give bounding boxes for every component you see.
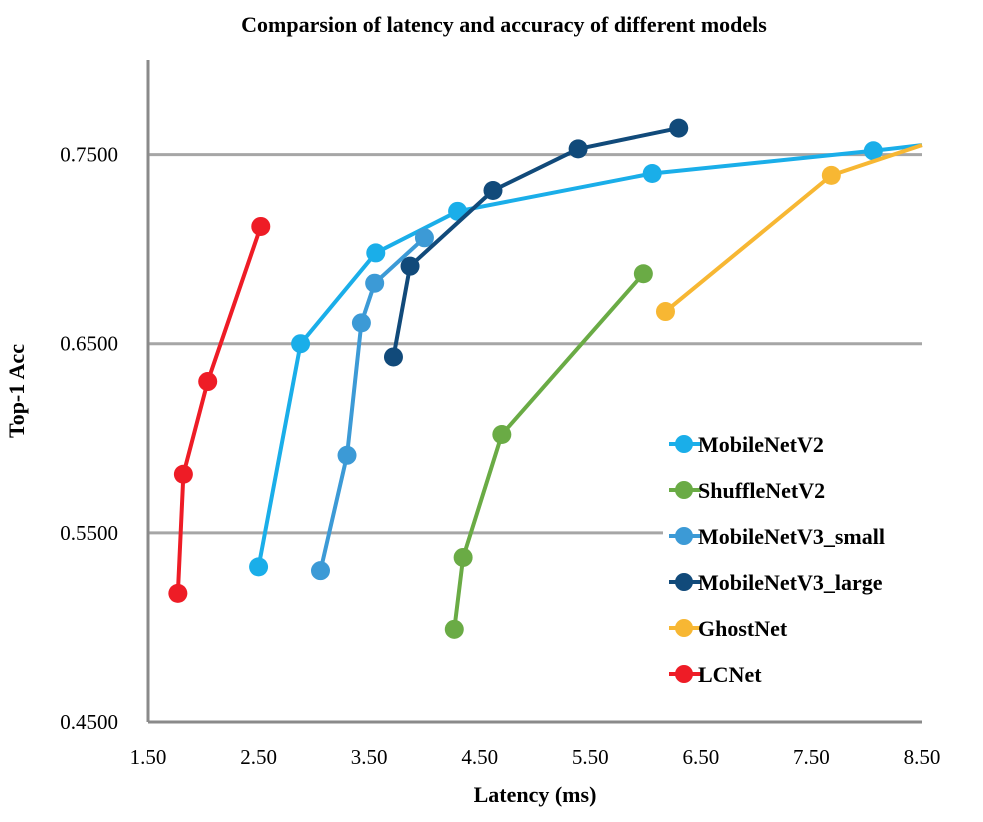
legend-label: MobileNetV3_small [698, 524, 885, 549]
x-tick-label: 2.50 [240, 745, 277, 769]
y-tick-label: 0.6500 [60, 332, 118, 356]
legend-label: LCNet [698, 662, 762, 687]
x-tick-label: 5.50 [572, 745, 609, 769]
y-tick-label: 0.7500 [60, 143, 118, 167]
data-point [249, 557, 269, 577]
legend-marker-icon [675, 573, 693, 591]
legend-item: MobileNetV3_small [669, 524, 885, 549]
data-point [492, 425, 512, 445]
series-mobilenetv3-small [310, 228, 434, 581]
data-point [291, 334, 311, 354]
x-tick-label: 8.50 [904, 745, 941, 769]
y-tick-label: 0.4500 [60, 710, 118, 734]
data-point [168, 583, 188, 603]
y-tick-labels: 0.4500 0.5500 0.6500 0.7500 [60, 143, 118, 734]
data-point [669, 118, 689, 138]
data-point [383, 347, 403, 367]
series-mobilenetv3-large [383, 118, 689, 367]
data-point [337, 445, 357, 465]
legend-label: GhostNet [698, 616, 788, 641]
data-point [642, 163, 662, 183]
data-point [351, 313, 371, 333]
data-point [173, 464, 193, 484]
legend-marker-icon [675, 435, 693, 453]
legend-marker-icon [675, 481, 693, 499]
data-point [453, 547, 473, 567]
legend-label: MobileNetV2 [698, 432, 824, 457]
y-axis-label: Top-1 Acc [4, 344, 29, 438]
data-point [414, 228, 434, 248]
x-tick-label: 3.50 [351, 745, 388, 769]
x-tick-label: 4.50 [461, 745, 498, 769]
legend-item: ShuffleNetV2 [669, 478, 825, 503]
x-tick-label: 1.50 [130, 745, 167, 769]
data-point [568, 139, 588, 159]
legend-marker-icon [675, 527, 693, 545]
legend-label: ShuffleNetV2 [698, 478, 825, 503]
series-layer [168, 118, 923, 639]
data-point [655, 302, 675, 322]
data-point [365, 273, 385, 293]
data-point [400, 256, 420, 276]
legend-label: MobileNetV3_large [698, 570, 883, 595]
x-axis-label: Latency (ms) [474, 782, 597, 807]
x-tick-label: 6.50 [682, 745, 719, 769]
data-point [483, 181, 503, 201]
data-point [198, 372, 218, 392]
legend-item: MobileNetV2 [669, 432, 824, 457]
data-point [863, 141, 883, 161]
legend-marker-icon [675, 665, 693, 683]
series-lcnet [168, 216, 271, 603]
series-line [452, 272, 645, 630]
legend: MobileNetV2 ShuffleNetV2 MobileNetV3_small… [669, 432, 885, 687]
series-line [175, 225, 263, 594]
chart-title: Comparsion of latency and accuracy of di… [241, 12, 767, 37]
series-ghostnet [655, 143, 923, 322]
legend-item: LCNet [669, 662, 762, 687]
data-point [444, 619, 464, 639]
legend-item: GhostNet [669, 616, 788, 641]
x-tick-labels: 1.50 2.50 3.50 4.50 5.50 6.50 7.50 8.50 [130, 745, 941, 769]
data-point [366, 243, 386, 263]
legend-box [663, 425, 948, 700]
legend-marker-icon [675, 619, 693, 637]
series-line [391, 126, 680, 358]
x-tick-label: 7.50 [793, 745, 830, 769]
y-tick-label: 0.5500 [60, 521, 118, 545]
series-shufflenetv2 [444, 264, 653, 639]
data-point [633, 264, 653, 284]
data-point [251, 216, 271, 236]
data-point [310, 561, 330, 581]
data-point [821, 165, 841, 185]
legend-item: MobileNetV3_large [669, 570, 883, 595]
